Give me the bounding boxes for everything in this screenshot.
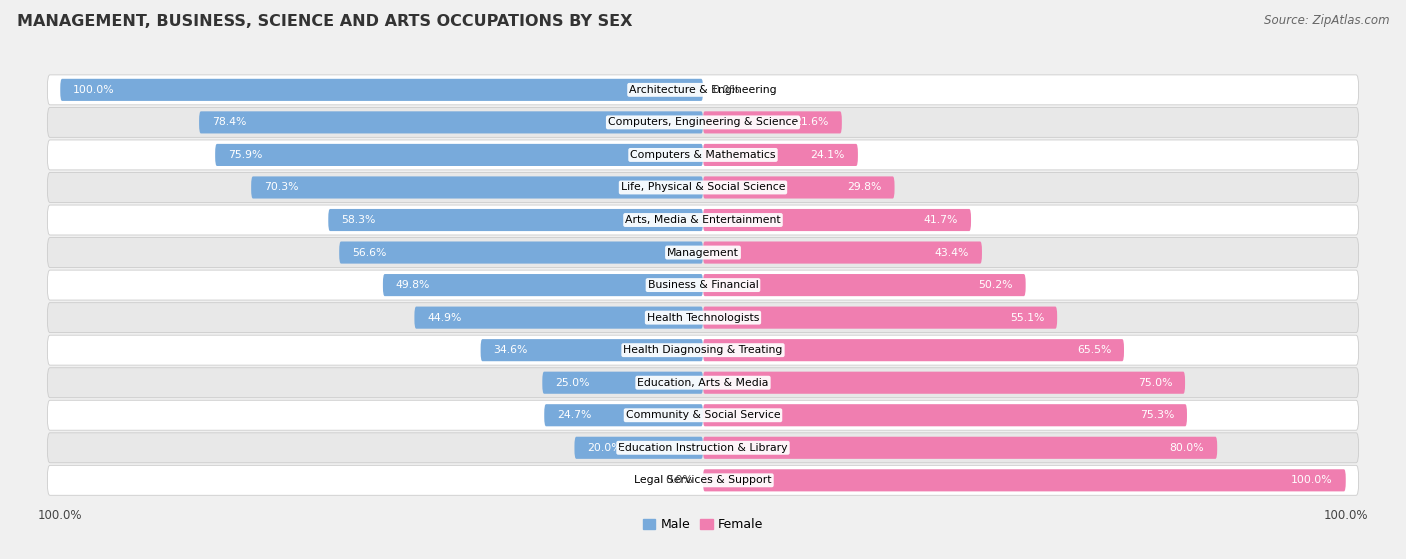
Legend: Male, Female: Male, Female: [638, 513, 768, 536]
Text: Education Instruction & Library: Education Instruction & Library: [619, 443, 787, 453]
Text: 21.6%: 21.6%: [794, 117, 830, 127]
FancyBboxPatch shape: [48, 140, 1358, 170]
Text: Community & Social Service: Community & Social Service: [626, 410, 780, 420]
Text: 75.3%: 75.3%: [1140, 410, 1174, 420]
Text: 24.1%: 24.1%: [811, 150, 845, 160]
Text: 34.6%: 34.6%: [494, 345, 527, 355]
FancyBboxPatch shape: [703, 306, 1057, 329]
FancyBboxPatch shape: [543, 372, 703, 394]
Text: Health Diagnosing & Treating: Health Diagnosing & Treating: [623, 345, 783, 355]
Text: Management: Management: [666, 248, 740, 258]
FancyBboxPatch shape: [703, 437, 1218, 459]
Text: 0.0%: 0.0%: [713, 85, 741, 95]
FancyBboxPatch shape: [703, 469, 1346, 491]
FancyBboxPatch shape: [200, 111, 703, 134]
FancyBboxPatch shape: [703, 177, 894, 198]
Text: 58.3%: 58.3%: [342, 215, 375, 225]
Text: Arts, Media & Entertainment: Arts, Media & Entertainment: [626, 215, 780, 225]
Text: Architecture & Engineering: Architecture & Engineering: [630, 85, 776, 95]
FancyBboxPatch shape: [48, 368, 1358, 397]
FancyBboxPatch shape: [703, 339, 1123, 361]
Text: 100.0%: 100.0%: [73, 85, 115, 95]
Text: MANAGEMENT, BUSINESS, SCIENCE AND ARTS OCCUPATIONS BY SEX: MANAGEMENT, BUSINESS, SCIENCE AND ARTS O…: [17, 14, 633, 29]
Text: 29.8%: 29.8%: [848, 182, 882, 192]
Text: 55.1%: 55.1%: [1010, 312, 1045, 323]
FancyBboxPatch shape: [48, 465, 1358, 495]
Text: 49.8%: 49.8%: [395, 280, 430, 290]
Text: 70.3%: 70.3%: [264, 182, 298, 192]
FancyBboxPatch shape: [339, 241, 703, 264]
FancyBboxPatch shape: [215, 144, 703, 166]
Text: 43.4%: 43.4%: [935, 248, 969, 258]
Text: Computers & Mathematics: Computers & Mathematics: [630, 150, 776, 160]
FancyBboxPatch shape: [703, 241, 981, 264]
FancyBboxPatch shape: [703, 209, 972, 231]
Text: 75.9%: 75.9%: [228, 150, 263, 160]
Text: Life, Physical & Social Science: Life, Physical & Social Science: [621, 182, 785, 192]
Text: 75.0%: 75.0%: [1137, 378, 1173, 388]
FancyBboxPatch shape: [48, 238, 1358, 268]
FancyBboxPatch shape: [48, 173, 1358, 202]
FancyBboxPatch shape: [544, 404, 703, 427]
Text: 80.0%: 80.0%: [1170, 443, 1205, 453]
FancyBboxPatch shape: [703, 274, 1025, 296]
FancyBboxPatch shape: [703, 404, 1187, 427]
Text: Health Technologists: Health Technologists: [647, 312, 759, 323]
FancyBboxPatch shape: [48, 107, 1358, 138]
FancyBboxPatch shape: [252, 177, 703, 198]
Text: 25.0%: 25.0%: [555, 378, 589, 388]
FancyBboxPatch shape: [48, 205, 1358, 235]
Text: 78.4%: 78.4%: [212, 117, 246, 127]
Text: Legal Services & Support: Legal Services & Support: [634, 475, 772, 485]
Text: 41.7%: 41.7%: [924, 215, 957, 225]
FancyBboxPatch shape: [703, 111, 842, 134]
Text: 20.0%: 20.0%: [588, 443, 621, 453]
Text: 65.5%: 65.5%: [1077, 345, 1111, 355]
FancyBboxPatch shape: [703, 372, 1185, 394]
FancyBboxPatch shape: [48, 75, 1358, 105]
Text: 44.9%: 44.9%: [427, 312, 461, 323]
FancyBboxPatch shape: [48, 270, 1358, 300]
FancyBboxPatch shape: [382, 274, 703, 296]
FancyBboxPatch shape: [481, 339, 703, 361]
FancyBboxPatch shape: [48, 302, 1358, 333]
FancyBboxPatch shape: [48, 400, 1358, 430]
Text: Business & Financial: Business & Financial: [648, 280, 758, 290]
Text: Education, Arts & Media: Education, Arts & Media: [637, 378, 769, 388]
FancyBboxPatch shape: [60, 79, 703, 101]
FancyBboxPatch shape: [703, 144, 858, 166]
FancyBboxPatch shape: [328, 209, 703, 231]
Text: 100.0%: 100.0%: [1291, 475, 1333, 485]
Text: Source: ZipAtlas.com: Source: ZipAtlas.com: [1264, 14, 1389, 27]
FancyBboxPatch shape: [575, 437, 703, 459]
Text: 56.6%: 56.6%: [352, 248, 387, 258]
FancyBboxPatch shape: [48, 433, 1358, 463]
FancyBboxPatch shape: [48, 335, 1358, 365]
FancyBboxPatch shape: [415, 306, 703, 329]
Text: 50.2%: 50.2%: [979, 280, 1012, 290]
Text: 24.7%: 24.7%: [557, 410, 592, 420]
Text: Computers, Engineering & Science: Computers, Engineering & Science: [607, 117, 799, 127]
Text: 0.0%: 0.0%: [665, 475, 693, 485]
